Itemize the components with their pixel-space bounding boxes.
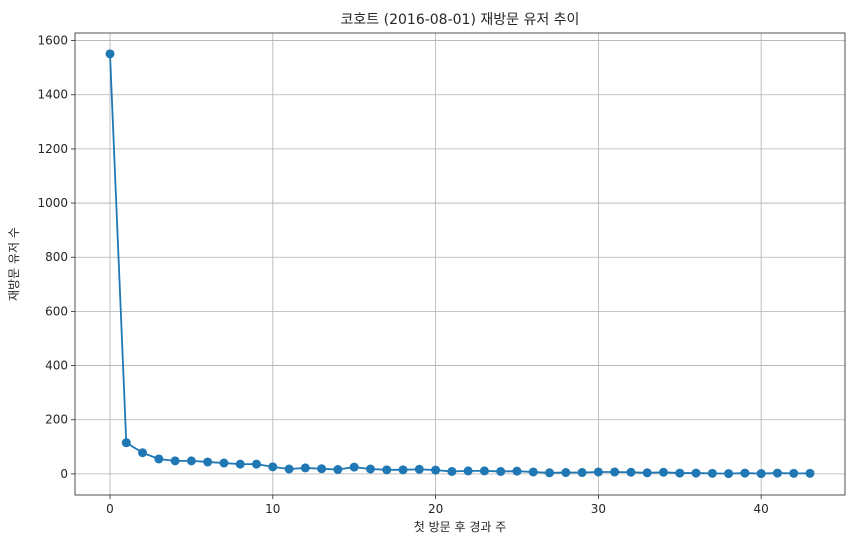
data-point — [691, 468, 701, 478]
x-tick-label: 40 — [754, 502, 769, 516]
data-point — [138, 448, 148, 458]
x-axis-title: 첫 방문 후 경과 주 — [414, 520, 507, 534]
data-point — [414, 464, 424, 474]
y-tick-label: 1000 — [37, 196, 68, 210]
data-point — [447, 466, 457, 476]
data-point — [805, 468, 815, 478]
y-tick-label: 1400 — [37, 88, 68, 102]
data-point — [528, 467, 538, 477]
data-point — [252, 459, 262, 469]
data-point — [707, 468, 717, 478]
data-point — [365, 464, 375, 474]
x-tick-label: 0 — [106, 502, 114, 516]
data-point — [186, 456, 196, 466]
x-tick-label: 30 — [591, 502, 606, 516]
y-tick-label: 400 — [45, 359, 68, 373]
data-point — [300, 463, 310, 473]
y-tick-label: 800 — [45, 250, 68, 264]
grid — [75, 33, 845, 495]
data-point — [561, 468, 571, 478]
data-point — [121, 438, 131, 448]
data-point — [626, 467, 636, 477]
data-point — [382, 465, 392, 475]
data-point — [349, 462, 359, 472]
data-point — [317, 464, 327, 474]
data-point — [463, 466, 473, 476]
data-point — [431, 465, 441, 475]
data-point — [398, 465, 408, 475]
data-point — [333, 465, 343, 475]
data-point — [170, 456, 180, 466]
data-point — [642, 468, 652, 478]
data-point — [675, 468, 685, 478]
plot-frame — [74, 32, 846, 496]
data-point — [154, 454, 164, 464]
data-point — [772, 468, 782, 478]
data-point — [724, 469, 734, 479]
data-point — [610, 467, 620, 477]
data-point — [593, 467, 603, 477]
data-point — [658, 467, 668, 477]
data-point — [789, 468, 799, 478]
data-point — [284, 464, 294, 474]
data-point — [740, 468, 750, 478]
x-tick-label: 10 — [265, 502, 280, 516]
data-point — [545, 468, 555, 478]
chart-title: 코호트 (2016-08-01) 재방문 유저 추이 — [341, 12, 580, 28]
y-tick-label: 200 — [45, 413, 68, 427]
data-point — [268, 462, 278, 472]
data-point — [203, 457, 213, 467]
data-point — [219, 458, 229, 468]
y-axis-title: 재방문 유저 수 — [7, 227, 21, 301]
data-point — [512, 466, 522, 476]
data-point — [496, 466, 506, 476]
data-point — [756, 469, 766, 479]
y-tick-label: 1200 — [37, 142, 68, 156]
x-tick-label: 20 — [428, 502, 443, 516]
data-point — [105, 49, 115, 59]
y-tick-label: 0 — [60, 467, 68, 481]
y-tick-label: 600 — [45, 304, 68, 318]
data-point — [235, 459, 245, 469]
y-tick-label: 1600 — [37, 34, 68, 48]
data-point — [479, 466, 489, 476]
data-point — [577, 468, 587, 478]
series — [105, 49, 815, 479]
